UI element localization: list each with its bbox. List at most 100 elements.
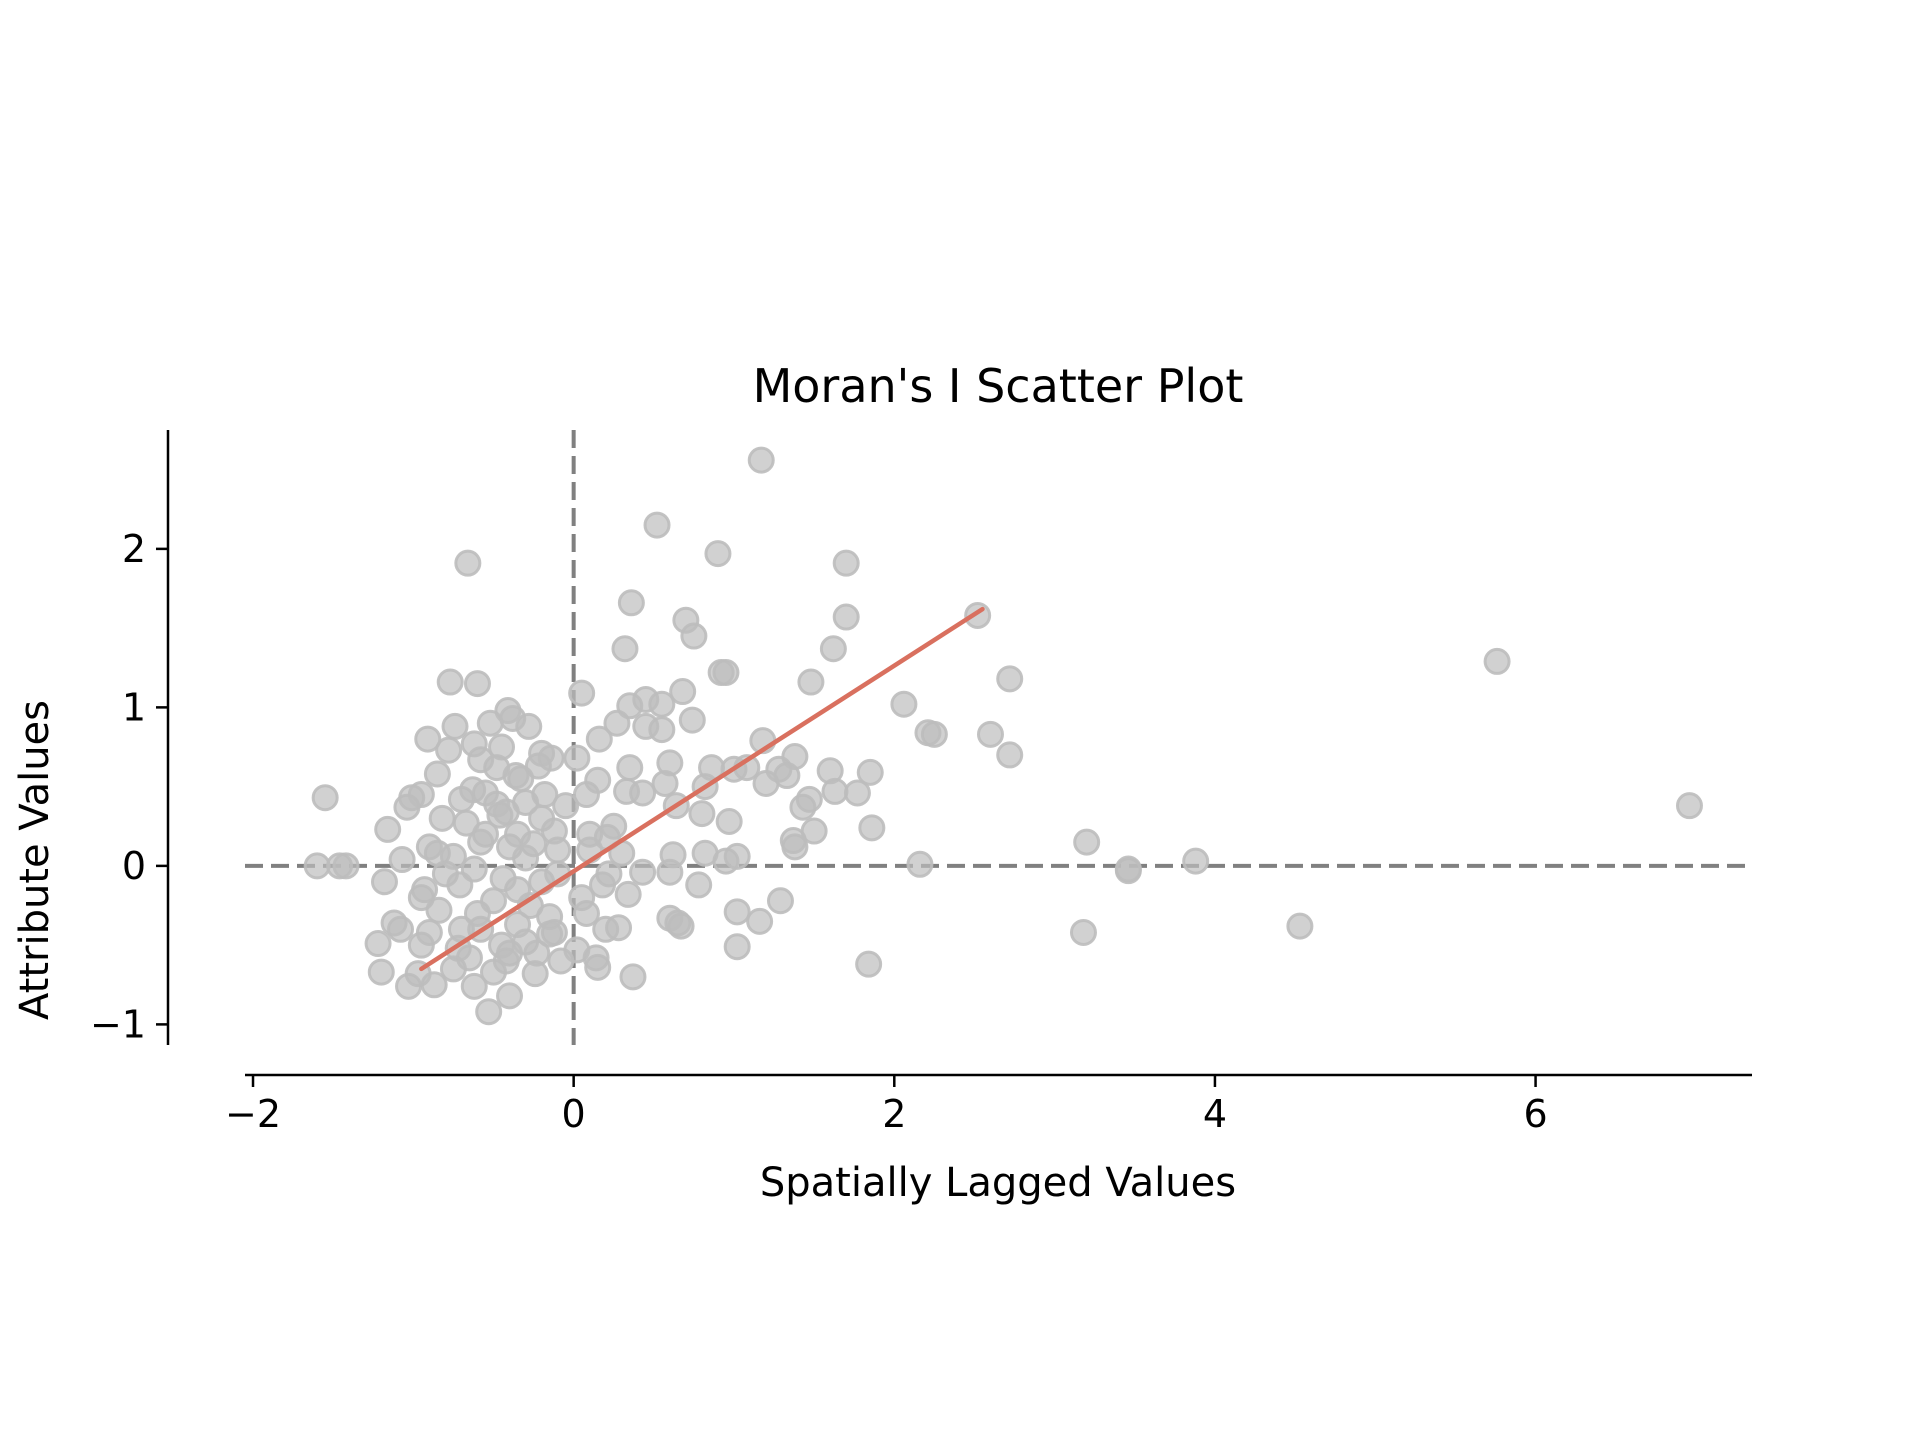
scatter-point bbox=[407, 884, 435, 912]
scatter-point bbox=[460, 855, 488, 883]
scatter-point bbox=[1073, 828, 1101, 856]
y-tick-label: −1 bbox=[90, 1002, 146, 1046]
scatter-point bbox=[595, 860, 623, 888]
scatter-point bbox=[797, 668, 825, 696]
scatter-point bbox=[715, 808, 743, 836]
scatter-point bbox=[685, 871, 713, 899]
scatter-point bbox=[414, 725, 442, 753]
scatter-point bbox=[856, 758, 884, 786]
scatter-point bbox=[617, 589, 645, 617]
scatter-point bbox=[858, 814, 886, 842]
scatter-point bbox=[614, 880, 642, 908]
scatter-point bbox=[463, 670, 491, 698]
x-axis-label: Spatially Lagged Values bbox=[760, 1160, 1236, 1206]
scatter-point bbox=[723, 898, 751, 926]
chart-title: Moran's I Scatter Plot bbox=[753, 359, 1244, 413]
scatter-point bbox=[393, 793, 421, 821]
scatter-point bbox=[704, 540, 732, 568]
scatter-point bbox=[428, 804, 456, 832]
scatter-point bbox=[572, 899, 600, 927]
scatter-point bbox=[1286, 912, 1314, 940]
scatter-points bbox=[303, 446, 1703, 1026]
scatter-point bbox=[996, 665, 1024, 693]
scatter-point bbox=[436, 668, 464, 696]
scatter-point bbox=[584, 953, 612, 981]
scatter-point bbox=[752, 769, 780, 797]
scatter-point bbox=[504, 876, 532, 904]
regression-layer bbox=[419, 606, 985, 972]
scatter-point bbox=[855, 950, 883, 978]
scatter-point bbox=[326, 852, 354, 880]
scatter-point bbox=[789, 793, 817, 821]
scatter-point bbox=[486, 801, 514, 829]
scatter-point bbox=[920, 720, 948, 748]
scatter-point bbox=[531, 781, 559, 809]
scatter-point bbox=[520, 830, 548, 858]
scatter-point bbox=[648, 716, 676, 744]
scatter-point bbox=[669, 678, 697, 706]
scatter-point bbox=[603, 709, 631, 737]
scatter-point bbox=[563, 744, 591, 772]
scatter-point bbox=[521, 960, 549, 988]
scatter-point bbox=[387, 915, 415, 943]
scatter-point bbox=[476, 709, 504, 737]
scatter-point bbox=[568, 679, 596, 707]
scatter-point bbox=[423, 760, 451, 788]
scatter-point bbox=[667, 912, 695, 940]
y-tick-label: 1 bbox=[122, 685, 146, 729]
scatter-point bbox=[367, 958, 395, 986]
scatter-point bbox=[552, 792, 580, 820]
scatter-point bbox=[407, 931, 435, 959]
scatter-point bbox=[832, 603, 860, 631]
scatter-point bbox=[890, 690, 918, 718]
scatter-point bbox=[460, 972, 488, 1000]
scatter-point bbox=[388, 846, 416, 874]
scatter-point bbox=[1182, 847, 1210, 875]
x-tick-label: −2 bbox=[225, 1092, 281, 1136]
scatter-point bbox=[507, 765, 535, 793]
scatter-point bbox=[479, 958, 507, 986]
scatter-point bbox=[747, 446, 775, 474]
regression-line bbox=[419, 606, 985, 972]
scatter-point bbox=[441, 712, 469, 740]
scatter-point bbox=[766, 887, 794, 915]
scatter-point bbox=[832, 549, 860, 577]
scatter-point bbox=[680, 622, 708, 650]
scatter-point bbox=[629, 779, 657, 807]
scatter-point bbox=[423, 839, 451, 867]
scatter-point bbox=[629, 858, 657, 886]
x-tick-label: 6 bbox=[1523, 1092, 1547, 1136]
scatter-point bbox=[1069, 918, 1097, 946]
scatter-point bbox=[619, 963, 647, 991]
scatter-point bbox=[781, 833, 809, 861]
axes: −2 0 2 4 6 −1 0 1 2 bbox=[90, 430, 1752, 1136]
scatter-point bbox=[585, 725, 613, 753]
x-tick-label: 4 bbox=[1203, 1092, 1227, 1136]
scatter-point bbox=[996, 741, 1024, 769]
scatter-point bbox=[364, 930, 392, 958]
scatter-point bbox=[303, 852, 331, 880]
scatter-point bbox=[616, 754, 644, 782]
scatter-point bbox=[572, 781, 600, 809]
y-axis-label: Attribute Values bbox=[12, 700, 58, 1020]
scatter-point bbox=[370, 868, 398, 896]
scatter-point bbox=[435, 736, 463, 764]
scatter-point bbox=[976, 720, 1004, 748]
scatter-point bbox=[906, 850, 934, 878]
scatter-point bbox=[547, 947, 575, 975]
scatter-point bbox=[1114, 857, 1142, 885]
scatter-point bbox=[678, 706, 706, 734]
scatter-point bbox=[605, 914, 633, 942]
scatter-point bbox=[688, 800, 716, 828]
y-tick-label: 0 bbox=[122, 844, 146, 888]
scatter-point bbox=[576, 820, 604, 848]
scatter-point bbox=[528, 804, 556, 832]
scatter-point bbox=[746, 907, 774, 935]
y-tick-label: 2 bbox=[122, 527, 146, 571]
scatter-point bbox=[1675, 792, 1703, 820]
scatter-point bbox=[374, 815, 402, 843]
scatter-point bbox=[723, 933, 751, 961]
scatter-point bbox=[420, 971, 448, 999]
